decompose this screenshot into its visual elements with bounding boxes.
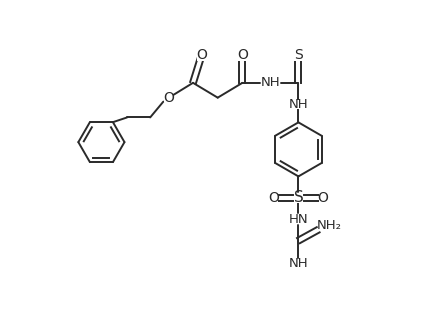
FancyBboxPatch shape (197, 52, 206, 61)
Text: S: S (293, 190, 303, 205)
FancyBboxPatch shape (319, 193, 328, 202)
FancyBboxPatch shape (269, 193, 278, 202)
FancyBboxPatch shape (294, 52, 303, 61)
Text: O: O (163, 91, 174, 105)
Text: O: O (268, 191, 279, 205)
Text: S: S (294, 48, 303, 62)
FancyBboxPatch shape (292, 215, 305, 224)
Text: HN: HN (289, 213, 308, 226)
Text: O: O (196, 48, 207, 62)
FancyBboxPatch shape (294, 193, 303, 203)
FancyBboxPatch shape (320, 221, 338, 230)
FancyBboxPatch shape (164, 93, 173, 102)
Text: O: O (318, 191, 328, 205)
FancyBboxPatch shape (292, 99, 305, 109)
Text: NH: NH (289, 257, 308, 270)
FancyBboxPatch shape (238, 52, 247, 61)
Text: NH: NH (261, 76, 280, 89)
Text: NH: NH (289, 98, 308, 111)
Text: O: O (237, 48, 248, 62)
FancyBboxPatch shape (293, 259, 304, 268)
Text: NH₂: NH₂ (316, 219, 342, 232)
FancyBboxPatch shape (263, 78, 277, 87)
